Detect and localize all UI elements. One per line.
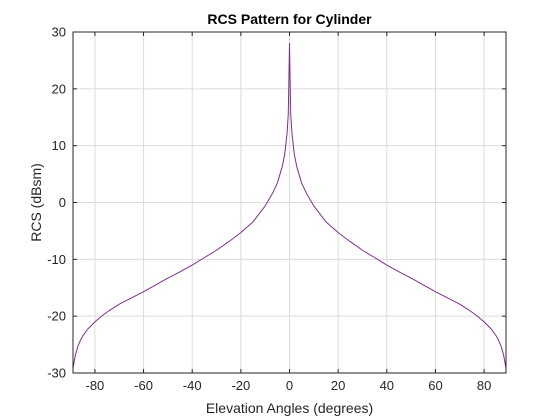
x-tick-label: 20 <box>331 378 345 393</box>
x-tick-label: -80 <box>85 378 104 393</box>
y-tick-label: 20 <box>52 81 66 96</box>
x-tick-label: 60 <box>428 378 442 393</box>
x-tick-label: 0 <box>286 378 293 393</box>
x-tick-label: -60 <box>134 378 153 393</box>
rcs-series-line <box>72 42 507 369</box>
y-tick-label: -10 <box>47 252 66 267</box>
x-tick-label: -40 <box>183 378 202 393</box>
y-tick-label: 10 <box>52 138 66 153</box>
grid <box>73 32 506 373</box>
y-tick-label: 30 <box>52 25 66 40</box>
x-axis-label: Elevation Angles (degrees) <box>206 400 373 416</box>
x-tick-label: -20 <box>231 378 250 393</box>
x-tick-label: 80 <box>477 378 491 393</box>
ticks: -80 -60 -40 -20 0 20 40 60 80 -30 -20 -10 0 10 20 30 <box>47 25 506 393</box>
watermark-text: 知乎 @牛斯托洛夫斯坦 <box>378 390 512 405</box>
y-tick-label: 0 <box>59 195 66 210</box>
series-layer <box>72 42 507 369</box>
y-axis-label: RCS (dBsm) <box>28 163 44 242</box>
y-tick-label: -30 <box>47 366 66 381</box>
x-tick-label: 40 <box>380 378 394 393</box>
y-tick-label: -20 <box>47 309 66 324</box>
chart-title: RCS Pattern for Cylinder <box>207 11 372 27</box>
